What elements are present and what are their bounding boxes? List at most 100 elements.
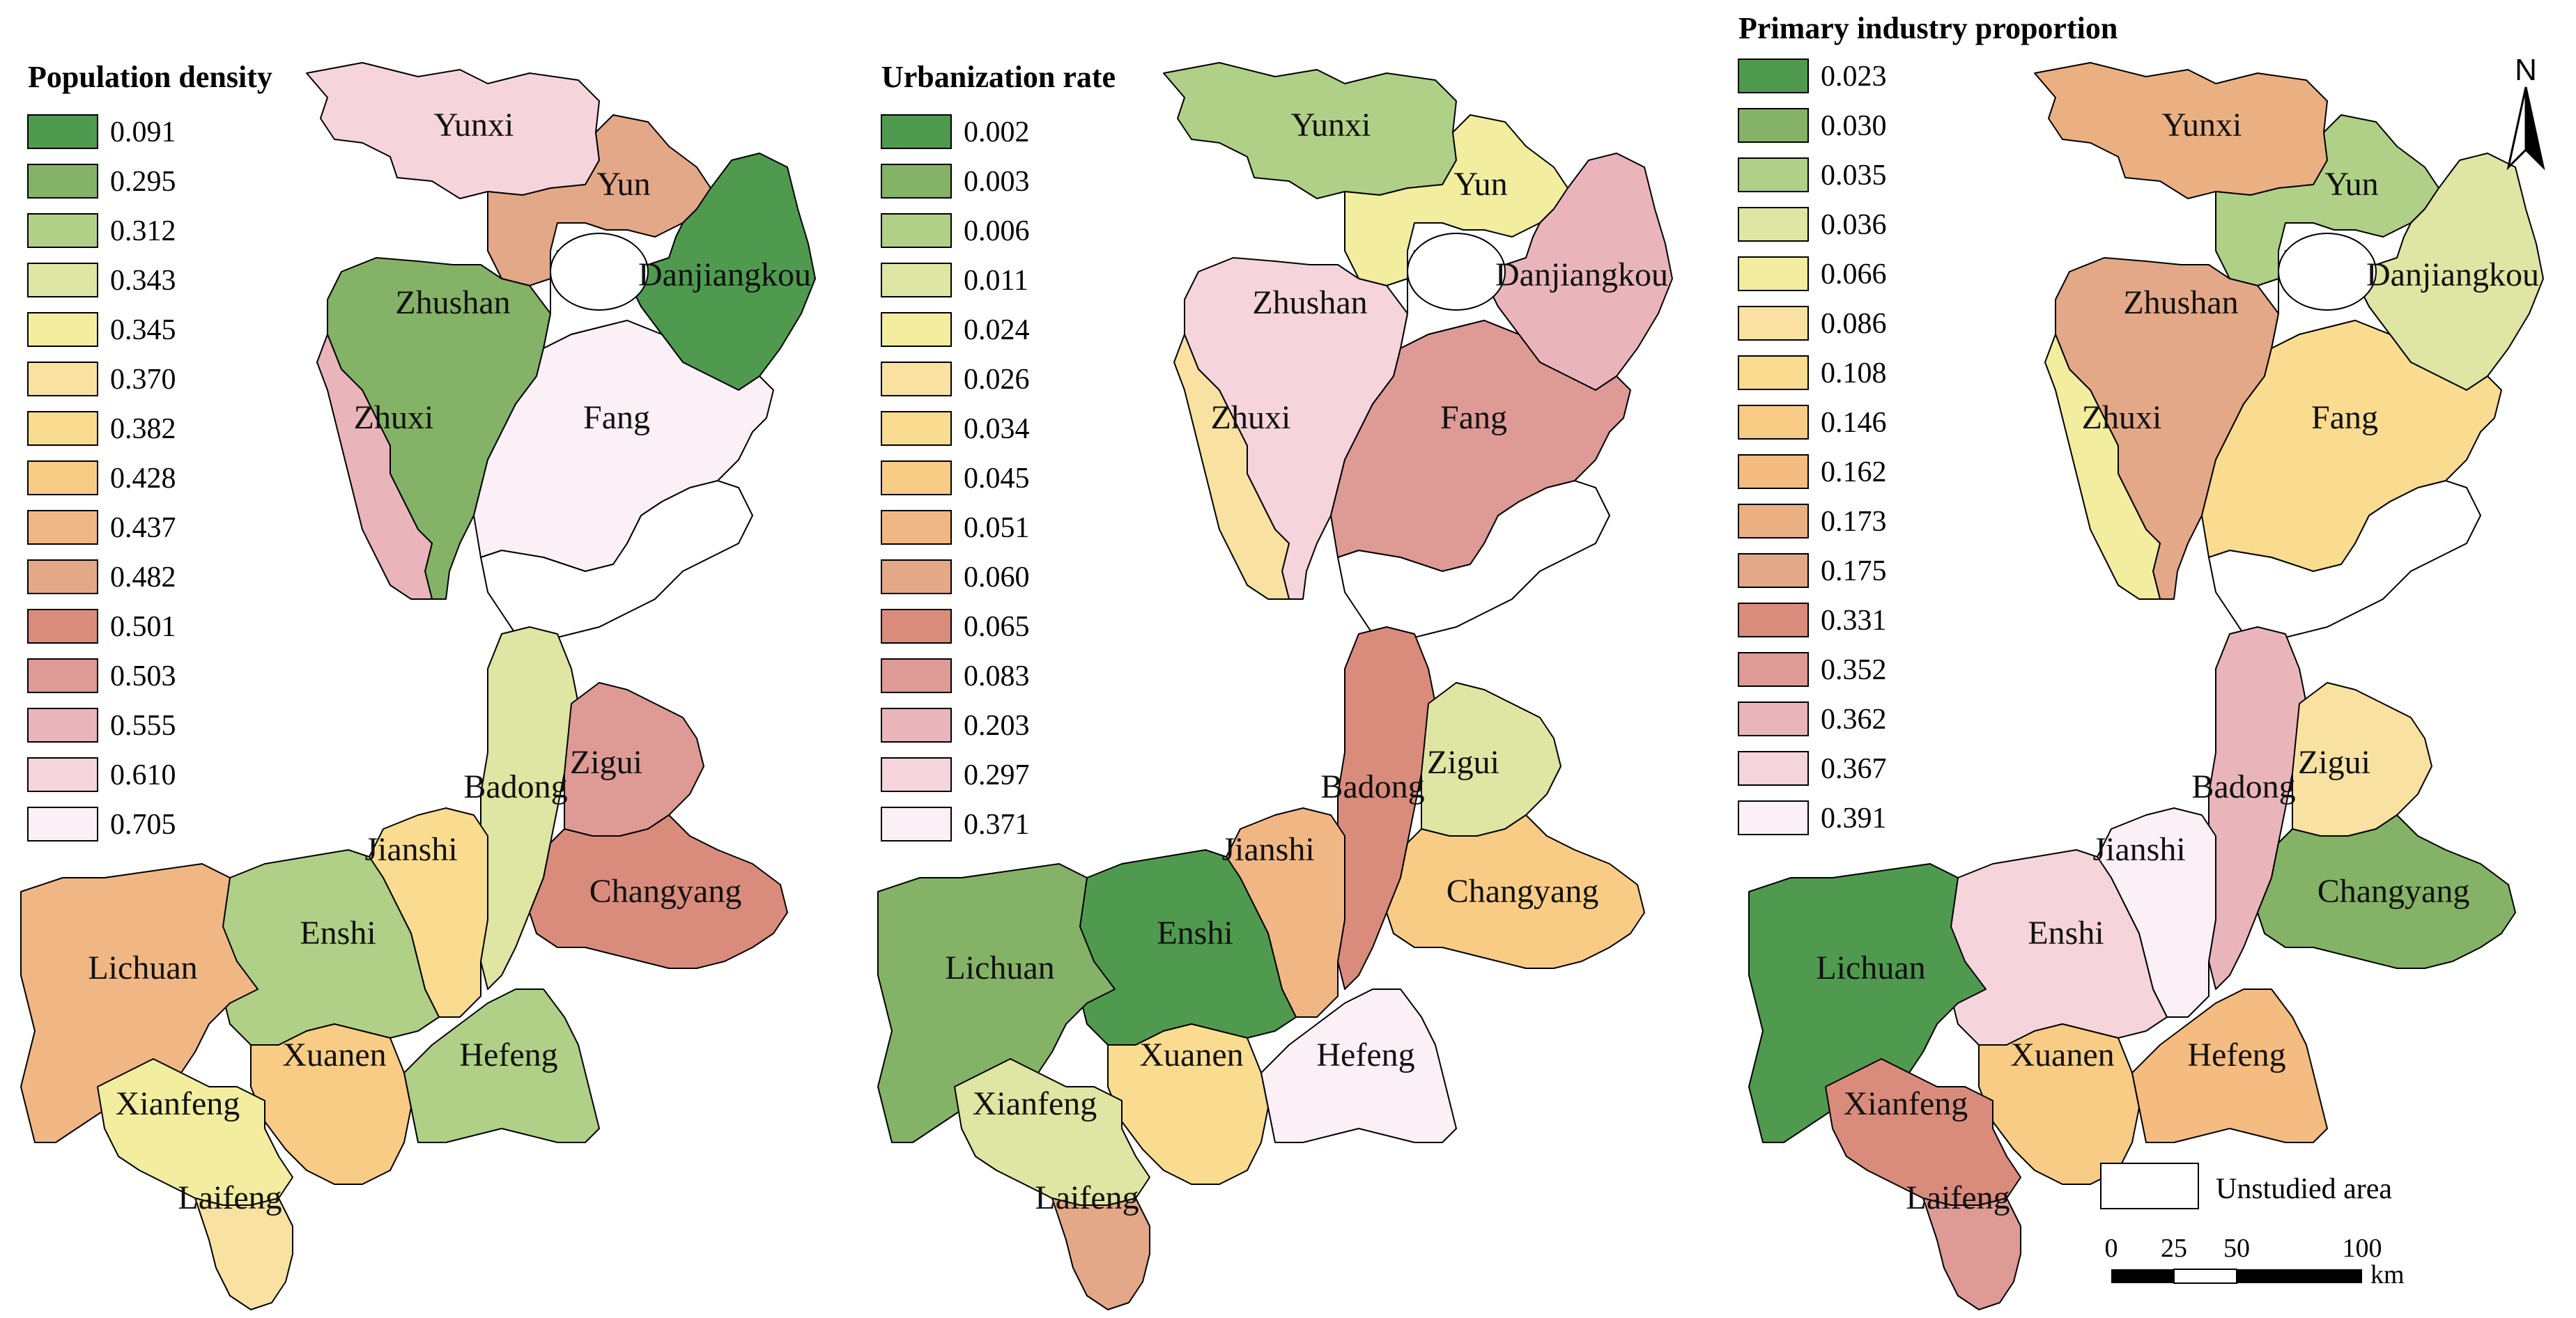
legend-label: 0.035 (1821, 160, 1887, 192)
legend-label: 0.036 (1821, 209, 1887, 241)
legend-swatch (27, 164, 98, 199)
legend-swatch (881, 362, 952, 396)
reservoir-area (550, 233, 649, 311)
county-label-zhushan: Zhushan (2123, 284, 2238, 321)
county-enshi (222, 849, 440, 1046)
county-label-zhuxi: Zhuxi (2082, 399, 2162, 436)
legend-swatch (1738, 405, 1809, 440)
legend-label: 0.501 (110, 611, 176, 643)
legend-label: 0.003 (964, 166, 1030, 198)
county-badong (2208, 626, 2307, 990)
legend-label: 0.086 (1821, 308, 1887, 340)
county-label-xianfeng: Xianfeng (973, 1085, 1097, 1122)
legend-swatch (27, 510, 98, 545)
legend-swatch (881, 708, 952, 743)
map-panel-primary: Yunxi Yun Danjiangkou Zhushan Zhuxi Fang Badon… (1748, 62, 2544, 1310)
legend-label: 0.297 (964, 759, 1030, 791)
legend-label: 0.610 (110, 759, 176, 791)
county-label-lichuan: Lichuan (1816, 949, 1925, 986)
county-changyang (529, 814, 788, 969)
county-zhuxi (1173, 334, 1290, 600)
county-fang (473, 320, 774, 572)
legend-swatch (27, 362, 98, 396)
county-label-zhushan: Zhushan (395, 284, 510, 321)
legend-label: 0.066 (1821, 258, 1887, 290)
legend-title: Primary industry proportion (1738, 11, 2118, 45)
legend-swatch (881, 807, 952, 842)
legend-label: 0.011 (964, 265, 1028, 297)
legend-label: 0.370 (110, 364, 176, 396)
county-enshi (1079, 849, 1297, 1046)
county-label-jianshi: Jianshi (2092, 831, 2185, 868)
county-fang (2201, 320, 2502, 572)
legend-swatch (27, 114, 98, 149)
north-arrow-right (2524, 86, 2545, 171)
legend-swatch (1738, 652, 1809, 687)
legend-label: 0.428 (110, 463, 176, 495)
county-hefeng (1260, 988, 1457, 1143)
legend-label: 0.345 (110, 314, 176, 346)
legend-swatch (1738, 108, 1809, 143)
legend-swatch (881, 312, 952, 347)
legend-swatch (27, 807, 98, 842)
legend-label: 0.391 (1821, 803, 1887, 835)
legend-label: 0.555 (110, 710, 176, 742)
scale-tick-label: 0 (2105, 1234, 2118, 1263)
legend-label: 0.091 (110, 116, 176, 148)
county-xianfeng (954, 1058, 1150, 1206)
county-label-enshi: Enshi (2028, 915, 2104, 952)
legend-label: 0.371 (964, 809, 1030, 841)
county-label-yun: Yun (2324, 166, 2378, 203)
unstudied-label: Unstudied area (2216, 1173, 2392, 1205)
county-label-yunxi: Yunxi (2162, 107, 2242, 144)
county-xuanen (1978, 1023, 2140, 1185)
legend-swatch (27, 609, 98, 644)
legend-label: 0.331 (1821, 605, 1887, 637)
legend-label: 0.352 (1821, 654, 1887, 686)
county-label-jianshi: Jianshi (364, 831, 457, 868)
county-label-xuanen: Xuanen (282, 1037, 386, 1073)
legend-label: 0.060 (964, 561, 1030, 594)
scale-segment-3 (2237, 1269, 2362, 1283)
county-zhuxi (316, 334, 433, 600)
county-yun (2215, 114, 2439, 286)
county-label-changyang: Changyang (1447, 873, 1599, 910)
legend-swatch (27, 460, 98, 495)
legend-label: 0.203 (964, 710, 1030, 742)
county-xianfeng (1825, 1058, 2021, 1206)
legend-primary: Primary industry proportion 0.023 0.030 0.0… (1738, 11, 2118, 835)
county-zhuxi (2044, 334, 2161, 600)
county-label-xuanen: Xuanen (1139, 1037, 1243, 1073)
legend-swatch (1738, 454, 1809, 489)
legend-label: 0.002 (964, 116, 1030, 148)
legend-label: 0.083 (964, 660, 1030, 692)
county-label-jianshi: Jianshi (1221, 831, 1314, 868)
scale-tick-label: 100 (2343, 1234, 2382, 1263)
legend-swatch (881, 164, 952, 199)
scale-unit-label: km (2370, 1260, 2405, 1289)
county-label-hefeng: Hefeng (2187, 1037, 2285, 1073)
county-label-lichuan: Lichuan (945, 949, 1054, 986)
county-fang (1330, 320, 1631, 572)
legend-swatch (1738, 701, 1809, 736)
county-label-changyang: Changyang (2317, 873, 2470, 910)
legend-label: 0.065 (964, 611, 1030, 643)
legend-label: 0.023 (1821, 61, 1887, 93)
county-xianfeng (97, 1058, 293, 1206)
unstudied-legend: Unstudied area (2100, 1163, 2392, 1209)
scale-tick-label: 50 (2223, 1234, 2250, 1263)
scale-segment-2 (2173, 1269, 2237, 1284)
legend-swatch (881, 559, 952, 594)
legend-swatch (27, 263, 98, 297)
county-label-badong: Badong (1320, 768, 1424, 805)
legend-swatch (1738, 207, 1809, 242)
county-enshi (1950, 849, 2168, 1046)
legend-swatch (881, 213, 952, 248)
county-label-fang: Fang (2311, 399, 2378, 436)
county-yun (487, 114, 711, 286)
county-changyang (1386, 814, 1645, 969)
legend-swatch (1738, 800, 1809, 835)
